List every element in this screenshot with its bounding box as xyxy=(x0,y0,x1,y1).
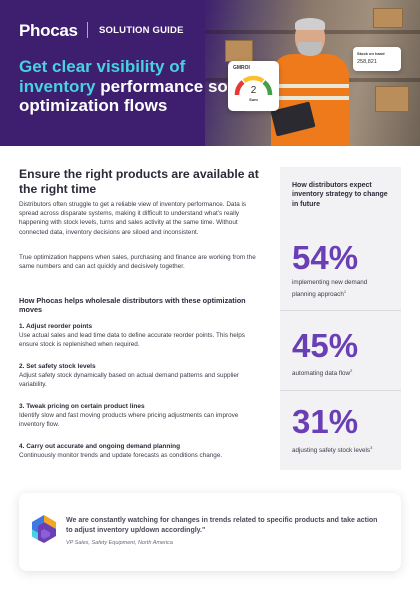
step-text: Use actual sales and lead time data to d… xyxy=(19,332,245,349)
worker-figure xyxy=(265,18,355,146)
gmroi-widget: GMROI 2 Sum xyxy=(228,61,279,111)
gmroi-value: 2 xyxy=(250,85,257,96)
logo-blue-facet xyxy=(32,515,44,533)
sidebar-divider xyxy=(280,390,401,391)
step-title: 2. Set safety stock levels xyxy=(19,363,96,370)
title-highlight: Get clear visibility of inventory xyxy=(19,57,186,96)
step-title: 1. Adjust reorder points xyxy=(19,323,93,330)
warehouse-box xyxy=(375,86,409,112)
stat-label: automating data flow xyxy=(292,370,351,378)
gauge-yellow-segment xyxy=(242,75,265,83)
page-title: Get clear visibility of inventory perfor… xyxy=(19,57,234,116)
gauge-red-segment xyxy=(234,80,245,96)
document-type: SOLUTION GUIDE xyxy=(99,25,184,36)
gauge-green-segment xyxy=(262,80,273,96)
reflective-strip xyxy=(271,96,349,100)
intro-paragraph: Distributors often struggle to get a rel… xyxy=(19,201,247,236)
step-item: 3. Tweak pricing on certain product line… xyxy=(19,402,264,429)
reflective-strip xyxy=(271,84,349,88)
footnote-marker: 1 xyxy=(343,289,347,294)
step-text: Continuously monitor trends and update f… xyxy=(19,452,223,459)
stat-label: adjusting safety stock levels xyxy=(292,447,371,455)
section-heading: Ensure the right products are available … xyxy=(19,167,259,196)
logo-violet-facet xyxy=(41,529,50,539)
stock-on-hand-widget: Stock on hand 258,821 xyxy=(353,47,401,71)
phocas-logo: Phocas xyxy=(19,21,78,40)
stat-value: 31% xyxy=(292,403,359,440)
logo-cyan-facet xyxy=(32,529,38,540)
step-item: 4. Carry out accurate and ongoing demand… xyxy=(19,442,264,460)
stock-value: 258,821 xyxy=(357,59,377,65)
gmroi-label: GMROI xyxy=(233,65,250,71)
gauge-icon xyxy=(234,75,273,96)
step-title: 3. Tweak pricing on certain product line… xyxy=(19,403,145,410)
stat-value: 45% xyxy=(292,327,359,364)
step-text: Identify slow and fast moving products w… xyxy=(19,412,239,429)
stock-label: Stock on hand xyxy=(357,51,385,56)
stat-label: implementing new demand planning approac… xyxy=(292,279,368,299)
stats-sidebar: How distributors expect inventory strate… xyxy=(280,167,401,470)
worker-beard xyxy=(298,42,322,56)
sidebar-heading: How distributors expect inventory strate… xyxy=(292,182,388,208)
footnote-marker: 2 xyxy=(350,368,353,373)
subsection-heading: How Phocas helps wholesale distributors … xyxy=(19,296,246,314)
step-item: 1. Adjust reorder points Use actual sale… xyxy=(19,322,264,349)
quote-attribution: VP Sales, Safety Equipment, North Americ… xyxy=(66,540,173,546)
hero-banner: Phocas SOLUTION GUIDE Get clear visibili… xyxy=(0,0,420,146)
stat-description: adjusting safety stock levels3 xyxy=(292,443,392,455)
step-item: 2. Set safety stock levels Adjust safety… xyxy=(19,362,264,389)
gmroi-unit: Sum xyxy=(249,97,258,102)
phocas-quote-logo-icon xyxy=(32,515,56,543)
stat-description: automating data flow2 xyxy=(292,366,392,378)
testimonial-card: We are constantly watching for changes i… xyxy=(19,493,401,571)
footnote-marker: 3 xyxy=(370,445,373,450)
step-title: 4. Carry out accurate and ongoing demand… xyxy=(19,443,181,450)
warehouse-box xyxy=(373,8,403,28)
header-divider xyxy=(87,22,88,38)
logo-orange-facet xyxy=(44,515,56,529)
step-text: Adjust safety stock dynamically based on… xyxy=(19,372,240,389)
title-rest: performance so optimization flows xyxy=(19,76,228,116)
quote-text: We are constantly watching for changes i… xyxy=(66,517,378,534)
sidebar-divider xyxy=(280,310,401,311)
optimization-paragraph: True optimization happens when sales, pu… xyxy=(19,254,256,271)
stat-description: implementing new demand planning approac… xyxy=(292,278,392,299)
stat-value: 54% xyxy=(292,239,359,276)
worker-hair xyxy=(295,18,325,30)
